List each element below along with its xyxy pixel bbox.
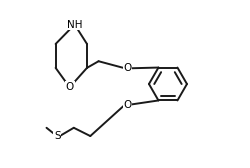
Text: O: O: [66, 82, 74, 92]
Text: S: S: [54, 131, 60, 141]
Text: O: O: [123, 100, 132, 110]
Text: NH: NH: [67, 19, 82, 30]
Text: O: O: [123, 63, 132, 73]
